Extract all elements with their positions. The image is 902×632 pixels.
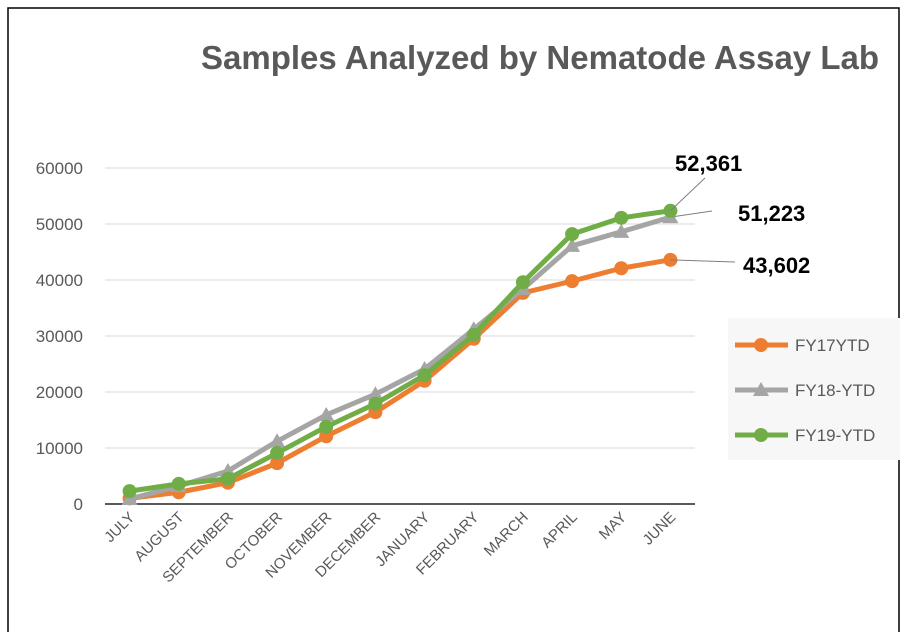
y-tick-label: 60000 [36,159,83,178]
y-tick-label: 20000 [36,383,83,402]
x-tick-label: JUNE [640,509,680,549]
data-point [270,446,285,461]
legend-marker [754,338,768,352]
series-line [128,214,672,502]
data-point [269,433,286,448]
data-point [270,456,285,471]
series-line [129,208,671,494]
data-point [613,223,630,238]
data-point [565,274,580,289]
data-point [565,227,580,242]
data-point [368,396,383,411]
legend-marker [754,428,768,442]
data-point [318,406,335,421]
label-leader [670,210,713,218]
label-leader [670,177,706,212]
x-tick-label: MARCH [481,509,532,560]
y-tick-label: 30000 [36,327,83,346]
x-tick-label: APRIL [538,509,581,552]
data-point [319,419,334,434]
legend-label: FY17YTD [795,336,870,355]
y-tick-label: 40000 [36,271,83,290]
data-point [122,484,137,499]
data-point [367,386,384,401]
y-tick-label: 50000 [36,215,83,234]
data-point [466,327,481,342]
legend-label: FY19-YTD [795,426,875,445]
data-label: 43,602 [743,253,810,278]
x-tick-label: MAY [596,509,630,543]
y-tick-label: 10000 [36,439,83,458]
data-label: 52,361 [675,151,742,176]
data-point [171,476,186,491]
data-point [614,210,629,225]
label-leader [670,259,736,263]
legend-marker [753,382,769,396]
data-point [614,261,629,276]
data-point [515,275,530,290]
data-point [220,471,235,486]
data-point [417,368,432,383]
legend-label: FY18-YTD [795,381,875,400]
series-line [129,257,671,501]
y-tick-label: 0 [74,495,83,514]
chart-title: Samples Analyzed by Nematode Assay Lab [201,39,879,76]
data-label: 51,223 [738,201,805,226]
data-point [564,237,581,252]
x-tick-label: JULY [101,509,138,546]
